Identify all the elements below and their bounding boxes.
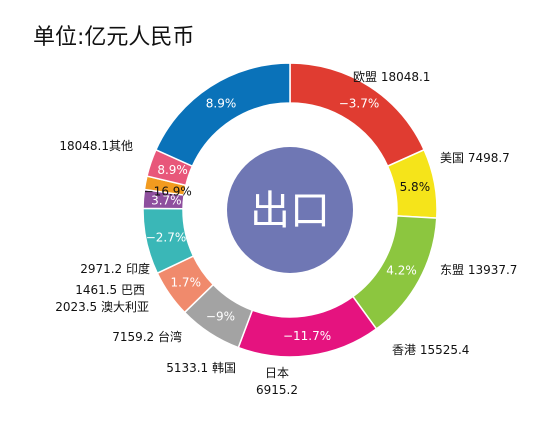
growth-label-台湾: −2.7%	[146, 230, 187, 244]
value-label-印度: 2971.2 印度	[80, 261, 150, 276]
growth-label-香港: −11.7%	[283, 329, 331, 343]
value-label-美国: 美国 7498.7	[440, 151, 510, 165]
growth-label-东盟: 4.2%	[386, 264, 417, 278]
value-label-欧盟: 欧盟 18048.1	[353, 70, 430, 84]
value-label-其他: 18048.1其他	[59, 139, 133, 153]
slice-labels: −3.7% 欧盟 18048.1 5.8% 美国 7498.7 4.2% 东盟 13937…	[55, 70, 517, 397]
growth-label-美国: 5.8%	[400, 180, 431, 194]
growth-label-其他: 8.9%	[206, 96, 237, 110]
growth-label-印度: 8.9%	[157, 163, 188, 177]
value-label-韩国: 5133.1 韩国	[166, 360, 236, 375]
growth-label-日本: −9%	[206, 309, 235, 323]
value-label-东盟: 东盟 13937.7	[440, 263, 517, 277]
center-label: 出口	[250, 188, 330, 234]
value-label-澳大利亚: 2023.5 澳大利亚	[55, 300, 149, 314]
growth-label-澳大利亚: 3.7%	[151, 194, 182, 208]
value-label-巴西: 1461.5 巴西	[75, 283, 145, 297]
value-label-香港: 香港 15525.4	[392, 343, 469, 357]
slice-香港	[237, 295, 378, 358]
growth-label-巴西: −16.9%	[144, 184, 192, 198]
value-label-日本: 日本	[265, 366, 289, 380]
growth-label-韩国: 1.7%	[170, 276, 201, 290]
center-disc	[227, 147, 353, 273]
slice-其他	[154, 62, 291, 168]
value-label-日本-line2: 6915.2	[256, 383, 298, 397]
growth-label-欧盟: −3.7%	[339, 96, 380, 110]
donut-slices	[142, 62, 438, 358]
value-label-台湾: 7159.2 台湾	[112, 329, 182, 344]
unit-title: 单位:亿元人民币	[33, 25, 194, 50]
